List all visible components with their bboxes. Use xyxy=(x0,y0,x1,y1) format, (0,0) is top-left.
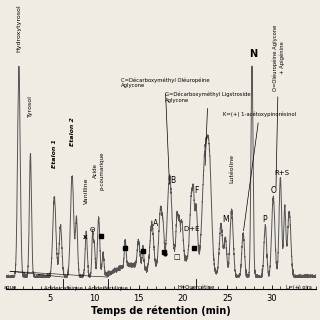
Text: K=(+) 1-acétoxypinorésinol: K=(+) 1-acétoxypinorésinol xyxy=(223,112,296,231)
Text: F: F xyxy=(194,186,199,195)
Text: A: A xyxy=(153,219,158,228)
Text: N: N xyxy=(249,49,257,59)
Text: Hydroxytyrosol: Hydroxytyrosol xyxy=(16,4,21,52)
Text: G=Décarboxyméthyl Ligstroside
Aglycone: G=Décarboxyméthyl Ligstroside Aglycone xyxy=(165,92,251,165)
Text: Acide férulique: Acide férulique xyxy=(88,285,127,291)
Text: Θ: Θ xyxy=(90,227,95,233)
Text: □: □ xyxy=(173,254,180,260)
Text: B: B xyxy=(171,176,176,185)
Text: Acide caféique: Acide caféique xyxy=(44,285,83,291)
Text: C=Décarboxyméthyl Oléuropéine
Aglycone: C=Décarboxyméthyl Oléuropéine Aglycone xyxy=(121,77,210,184)
Text: O=Oléuropéine Aglycone
+ Apigénine: O=Oléuropéine Aglycone + Apigénine xyxy=(273,25,284,187)
X-axis label: Temps de rétention (min): Temps de rétention (min) xyxy=(91,305,231,316)
Text: Etalon 2: Etalon 2 xyxy=(69,117,75,147)
Text: ) D+E: ) D+E xyxy=(179,226,200,232)
Text: L=(+) pira: L=(+) pira xyxy=(285,285,311,290)
Text: Tyrosol: Tyrosol xyxy=(28,95,33,117)
Text: Lutéoline: Lutéoline xyxy=(229,154,234,183)
Text: x: x xyxy=(83,234,88,240)
Text: ague: ague xyxy=(4,285,17,290)
Text: Etalon 1: Etalon 1 xyxy=(52,139,57,168)
Text: O: O xyxy=(270,186,276,195)
Text: M: M xyxy=(222,215,228,224)
Text: Acide
p-coumarique: Acide p-coumarique xyxy=(93,151,104,190)
Text: H=Quercétine: H=Quercétine xyxy=(178,285,215,290)
Text: P: P xyxy=(262,215,267,224)
Text: R+S: R+S xyxy=(275,171,290,176)
Text: Vanilline: Vanilline xyxy=(84,178,89,204)
